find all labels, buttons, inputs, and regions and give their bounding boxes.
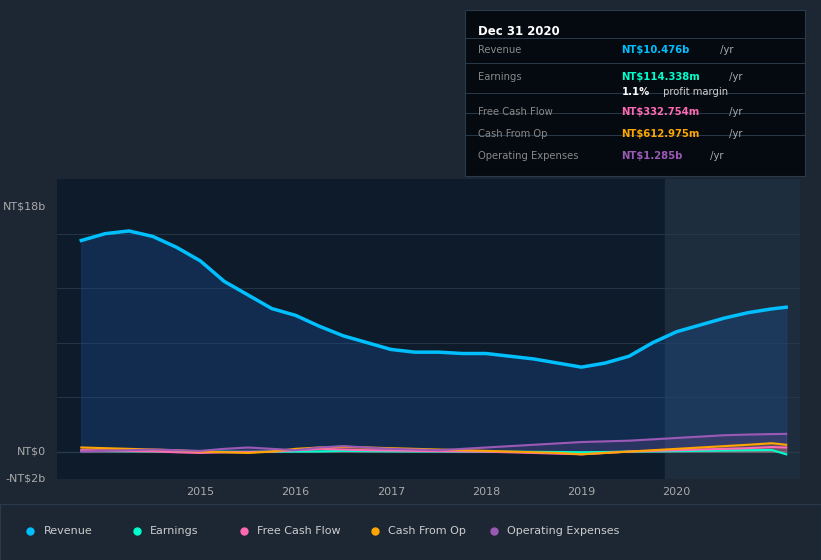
Text: NT$10.476b: NT$10.476b (621, 45, 690, 55)
Text: NT$0: NT$0 (17, 446, 46, 456)
Text: Operating Expenses: Operating Expenses (507, 526, 620, 536)
Text: Revenue: Revenue (44, 526, 92, 536)
Text: Revenue: Revenue (479, 45, 521, 55)
Bar (665, 179, 800, 479)
Text: /yr: /yr (727, 72, 743, 82)
Text: NT$612.975m: NT$612.975m (621, 129, 699, 139)
Text: /yr: /yr (707, 151, 724, 161)
Text: Free Cash Flow: Free Cash Flow (257, 526, 341, 536)
Text: /yr: /yr (727, 129, 743, 139)
Text: NT$114.338m: NT$114.338m (621, 72, 700, 82)
Text: /yr: /yr (717, 45, 733, 55)
Text: Cash From Op: Cash From Op (388, 526, 466, 536)
Text: 1.1%: 1.1% (621, 87, 649, 97)
Text: NT$18b: NT$18b (2, 202, 46, 212)
Text: Earnings: Earnings (150, 526, 199, 536)
Text: Operating Expenses: Operating Expenses (479, 151, 579, 161)
Text: profit margin: profit margin (659, 87, 727, 97)
Text: Free Cash Flow: Free Cash Flow (479, 107, 553, 117)
Text: Cash From Op: Cash From Op (479, 129, 548, 139)
Text: Earnings: Earnings (479, 72, 522, 82)
Text: NT$1.285b: NT$1.285b (621, 151, 683, 161)
Text: /yr: /yr (727, 107, 743, 117)
Text: NT$332.754m: NT$332.754m (621, 107, 699, 117)
Text: Dec 31 2020: Dec 31 2020 (479, 25, 560, 38)
Text: -NT$2b: -NT$2b (6, 474, 46, 484)
